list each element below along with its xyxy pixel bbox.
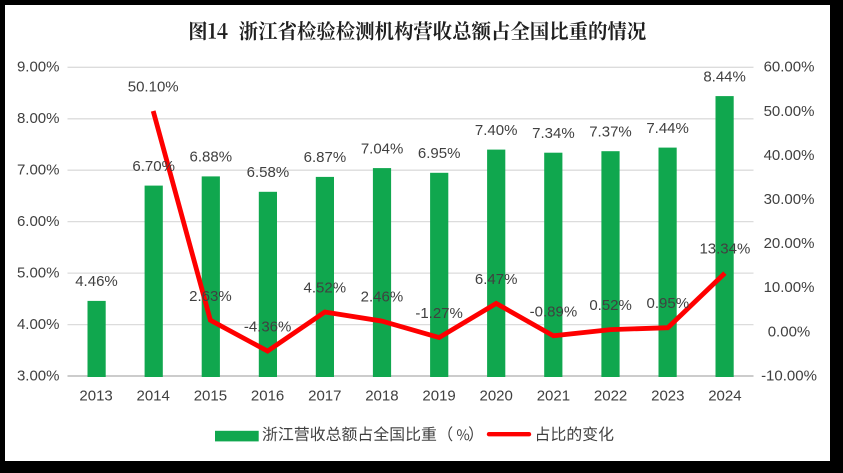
- svg-text:9.00%: 9.00%: [17, 59, 60, 76]
- svg-text:-1.27%: -1.27%: [415, 305, 463, 322]
- svg-text:2021: 2021: [537, 387, 570, 404]
- svg-text:7.34%: 7.34%: [532, 125, 575, 142]
- svg-text:2023: 2023: [651, 387, 684, 404]
- svg-text:2022: 2022: [594, 387, 627, 404]
- svg-text:2.63%: 2.63%: [189, 288, 232, 305]
- svg-text:2016: 2016: [251, 387, 284, 404]
- svg-text:7.37%: 7.37%: [589, 123, 632, 140]
- svg-text:0.00%: 0.00%: [768, 323, 811, 340]
- svg-text:4.00%: 4.00%: [17, 316, 60, 333]
- svg-text:30.00%: 30.00%: [764, 191, 815, 208]
- svg-text:6.70%: 6.70%: [132, 158, 175, 175]
- svg-text:6.58%: 6.58%: [247, 164, 290, 181]
- svg-text:6.95%: 6.95%: [418, 145, 461, 162]
- svg-text:8.00%: 8.00%: [17, 110, 60, 127]
- svg-text:6.47%: 6.47%: [475, 271, 518, 288]
- svg-text:4.46%: 4.46%: [75, 273, 118, 290]
- svg-text:8.44%: 8.44%: [703, 68, 746, 85]
- svg-text:2013: 2013: [79, 387, 112, 404]
- svg-text:40.00%: 40.00%: [764, 147, 815, 164]
- svg-text:50.00%: 50.00%: [764, 103, 815, 120]
- svg-text:2024: 2024: [708, 387, 741, 404]
- svg-text:2018: 2018: [365, 387, 398, 404]
- svg-text:7.40%: 7.40%: [475, 122, 518, 139]
- svg-text:60.00%: 60.00%: [764, 59, 815, 76]
- svg-text:6.00%: 6.00%: [17, 213, 60, 230]
- svg-text:7.44%: 7.44%: [646, 120, 689, 137]
- svg-text:4.52%: 4.52%: [304, 280, 347, 297]
- svg-text:0.95%: 0.95%: [647, 295, 690, 312]
- svg-text:0.52%: 0.52%: [589, 297, 632, 314]
- svg-text:3.00%: 3.00%: [17, 367, 60, 384]
- svg-text:7.04%: 7.04%: [361, 140, 404, 157]
- svg-text:2015: 2015: [194, 387, 227, 404]
- svg-text:-10.00%: -10.00%: [761, 367, 817, 384]
- svg-text:2014: 2014: [137, 387, 170, 404]
- svg-text:20.00%: 20.00%: [764, 235, 815, 252]
- svg-text:2.46%: 2.46%: [361, 289, 404, 306]
- svg-text:7.00%: 7.00%: [17, 162, 60, 179]
- svg-text:13.34%: 13.34%: [699, 241, 750, 258]
- svg-text:10.00%: 10.00%: [764, 279, 815, 296]
- svg-text:-4.36%: -4.36%: [244, 319, 292, 336]
- svg-text:2019: 2019: [422, 387, 455, 404]
- svg-text:6.88%: 6.88%: [190, 149, 233, 166]
- svg-text:2017: 2017: [308, 387, 341, 404]
- svg-text:5.00%: 5.00%: [17, 265, 60, 282]
- svg-text:-0.89%: -0.89%: [530, 303, 578, 320]
- svg-text:50.10%: 50.10%: [128, 79, 179, 96]
- svg-text:2020: 2020: [480, 387, 513, 404]
- svg-text:6.87%: 6.87%: [304, 149, 347, 166]
